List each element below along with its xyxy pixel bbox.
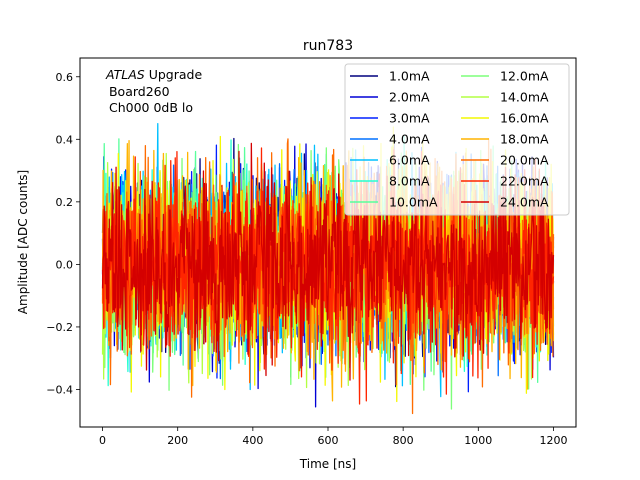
x-tick-label: 400 [242, 434, 263, 447]
x-tick-label: 1000 [464, 434, 492, 447]
legend-label: 20.0mA [500, 153, 549, 168]
y-tick-label: −0.4 [46, 383, 73, 396]
chart-title: run783 [303, 38, 353, 54]
annotation-upgrade: Upgrade [145, 67, 203, 82]
y-tick-label: 0.0 [56, 258, 74, 271]
annotation-channel: Ch000 0dB lo [105, 100, 193, 115]
annotation-atlas: ATLAS [105, 67, 145, 82]
annotation-block: ATLAS Upgrade Board260 Ch000 0dB lo [105, 67, 202, 115]
y-tick-label: 0.2 [56, 196, 74, 209]
x-axis-label: Time [ns] [299, 457, 356, 471]
x-tick-label: 1200 [539, 434, 567, 447]
series-line-24-0mA [101, 142, 555, 381]
legend-label: 16.0mA [500, 111, 549, 126]
y-tick-label: 0.4 [56, 133, 74, 146]
legend-label: 10.0mA [389, 195, 438, 210]
x-tick-label: 200 [167, 434, 188, 447]
annotation-board: Board260 [105, 84, 170, 99]
legend-label: 22.0mA [500, 174, 549, 189]
x-tick-label: 0 [99, 434, 106, 447]
series-layer [101, 123, 555, 415]
legend-label: 6.0mA [389, 153, 430, 168]
legend-label: 4.0mA [389, 132, 430, 147]
legend-label: 24.0mA [500, 195, 549, 210]
y-axis-label: Amplitude [ADC counts] [16, 170, 30, 314]
legend-label: 8.0mA [389, 174, 430, 189]
legend-label: 18.0mA [500, 132, 549, 147]
legend: 1.0mA 2.0mA 3.0mA 4.0mA 6.0mA 8.0mA 10.0mA 12.0… [344, 63, 570, 216]
y-axis-ticks: −0.4 −0.2 0.0 0.2 0.4 0.6 [46, 71, 80, 396]
x-tick-label: 800 [393, 434, 414, 447]
annotation-line-1: ATLAS Upgrade [105, 67, 202, 82]
legend-frame [344, 63, 570, 216]
y-tick-label: 0.6 [56, 71, 74, 84]
legend-label: 12.0mA [500, 69, 549, 84]
legend-label: 1.0mA [389, 69, 430, 84]
x-axis-ticks: 0 200 400 600 800 1000 1200 [99, 427, 567, 447]
y-tick-label: −0.2 [46, 321, 73, 334]
x-tick-label: 600 [318, 434, 339, 447]
legend-label: 14.0mA [500, 90, 549, 105]
legend-label: 2.0mA [389, 90, 430, 105]
legend-label: 3.0mA [389, 111, 430, 126]
